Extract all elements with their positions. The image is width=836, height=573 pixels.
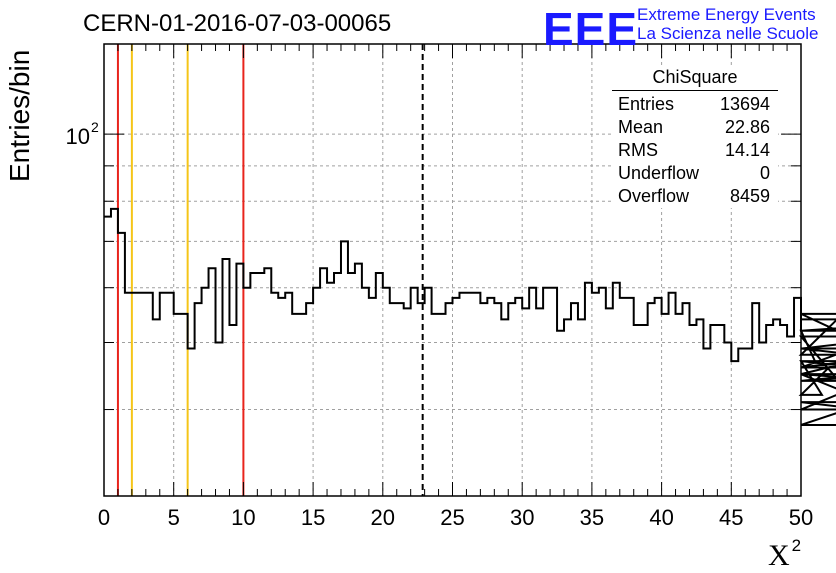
stats-value: 13694 (719, 94, 770, 114)
stats-row-overflow: Overflow 8459 (612, 185, 778, 208)
stats-row-entries: Entries 13694 (612, 93, 778, 116)
stats-value: 14.14 (724, 140, 770, 160)
x-axis-label-superscript: 2 (791, 536, 802, 555)
marker-lines (116, 44, 424, 496)
x-tick-label: 15 (301, 505, 325, 530)
x-tick-label: 35 (580, 505, 604, 530)
stats-label: Underflow (618, 163, 700, 183)
histogram-line (104, 207, 836, 426)
axis-ticks (103, 44, 802, 496)
stats-title: ChiSquare (612, 66, 778, 91)
stats-box: ChiSquare Entries 13694 Mean 22.86 RMS 1… (612, 66, 778, 208)
y-tick-label-exponent: 2 (91, 119, 99, 135)
x-tick-labels: 0 5 10 15 20 25 30 35 40 45 50 (98, 505, 813, 530)
stats-value: 8459 (729, 186, 770, 206)
logo-line-2: La Scienza nelle Scuole (637, 24, 819, 43)
y-tick-labels: 10 2 (66, 119, 99, 149)
x-tick-label: 50 (789, 505, 813, 530)
stats-row-rms: RMS 14.14 (612, 139, 778, 162)
stats-value: 22.86 (724, 117, 770, 137)
x-tick-label: 0 (98, 505, 110, 530)
x-tick-label: 45 (719, 505, 743, 530)
x-tick-label: 40 (649, 505, 673, 530)
x-tick-label: 25 (440, 505, 464, 530)
y-axis-label: Entries/bin (4, 49, 35, 182)
logo-line-1: Extreme Energy Events (637, 5, 816, 24)
stats-label: Entries (618, 94, 675, 114)
x-tick-label: 5 (168, 505, 180, 530)
stats-row-underflow: Underflow 0 (612, 162, 778, 185)
stats-value: 0 (759, 163, 770, 183)
stats-row-mean: Mean 22.86 (612, 116, 778, 139)
stats-label: RMS (618, 140, 658, 160)
x-tick-label: 10 (231, 505, 255, 530)
x-tick-label: 30 (510, 505, 534, 530)
stats-label: Overflow (618, 186, 690, 206)
y-tick-label: 10 (66, 124, 90, 149)
stats-label: Mean (618, 117, 664, 137)
x-tick-label: 20 (371, 505, 395, 530)
eee-logo: EEE (543, 3, 639, 55)
chart-title: CERN-01-2016-07-03-00065 (83, 10, 392, 37)
x-axis-label-base: X (768, 539, 790, 572)
